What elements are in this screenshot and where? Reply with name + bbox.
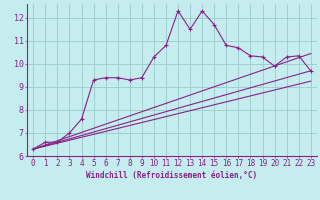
X-axis label: Windchill (Refroidissement éolien,°C): Windchill (Refroidissement éolien,°C) bbox=[86, 171, 258, 180]
